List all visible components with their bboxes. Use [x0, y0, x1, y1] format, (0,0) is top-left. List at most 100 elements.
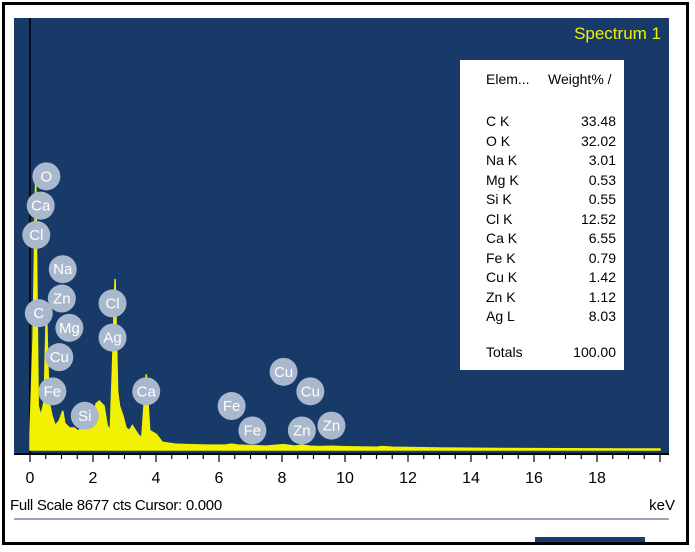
peak-label-text: Fe — [223, 398, 241, 415]
peak-label-badge — [238, 416, 267, 445]
status-divider — [14, 518, 669, 520]
peak-label-text: Ca — [31, 198, 51, 215]
peak-label-badge — [24, 299, 53, 328]
peak-label-badge — [38, 377, 67, 406]
peak-label: Mg — [55, 313, 84, 342]
x-tick-label: 12 — [399, 470, 417, 487]
peak-label-badge — [217, 392, 246, 421]
column-header-element: Elem... — [486, 71, 530, 87]
table-row: Cl K 12.52 — [460, 210, 624, 228]
x-tick-label: 6 — [215, 470, 224, 487]
peak-label-text: Fe — [244, 422, 262, 439]
peak-label: Cu — [269, 357, 298, 386]
x-tick-label: 2 — [89, 470, 98, 487]
peak-label-badge — [45, 343, 74, 372]
weight-percent-table: Elem... Weight% / C K 33.48 O K 32.02 Na K 3.… — [460, 60, 624, 370]
weight-percent-value: 33.48 — [580, 113, 616, 129]
table-header-row: Elem... Weight% / — [460, 70, 624, 88]
peak-label-text: O — [41, 168, 53, 185]
peak-label-badge — [269, 357, 298, 386]
peak-label: Cu — [296, 377, 325, 406]
peak-label-badge — [98, 289, 127, 318]
peak-label-text: Na — [53, 261, 73, 278]
peak-label-badge — [32, 162, 61, 191]
element-line-label: Cu K — [486, 269, 518, 285]
peak-label-text: Cl — [29, 227, 43, 244]
totals-value: 100.00 — [573, 344, 616, 360]
element-line-label: O K — [486, 132, 511, 149]
weight-percent-value: 6.55 — [588, 230, 616, 246]
peak-label: Fe — [217, 392, 246, 421]
weight-percent-value: 3.01 — [588, 152, 616, 168]
element-line-label: Zn K — [486, 288, 516, 305]
x-tick-label: 8 — [278, 470, 287, 487]
peak-label-text: Cu — [274, 364, 293, 381]
element-line-label: Mg K — [486, 171, 519, 188]
peak-label: Cu — [45, 343, 74, 372]
table-row: Ag L 8.03 — [460, 307, 624, 325]
peak-label-text: Ca — [137, 383, 157, 400]
peak-label: Zn — [287, 416, 316, 445]
x-tick-label: 18 — [588, 470, 606, 487]
peak-label: Ca — [26, 191, 55, 220]
peak-label: Cl — [98, 289, 127, 318]
full-scale-cursor-readout: Full Scale 8677 cts Cursor: 0.000 — [10, 497, 222, 514]
totals-row: Totals 100.00 — [460, 343, 624, 361]
peak-label-text: Fe — [44, 383, 62, 400]
element-line-label: Ca K — [486, 230, 518, 246]
peak-label: Ca — [132, 377, 161, 406]
weight-percent-value: 0.53 — [588, 171, 616, 188]
weight-percent-value: 0.79 — [588, 249, 616, 266]
peak-label-text: Cl — [105, 295, 119, 312]
peak-label-text: Cu — [301, 383, 320, 400]
table-row: C K 33.48 — [460, 112, 624, 130]
x-tick-label: 4 — [152, 470, 161, 487]
weight-percent-value: 0.55 — [588, 191, 616, 207]
weight-percent-value: 1.42 — [588, 269, 616, 285]
peak-label: Zn — [317, 411, 346, 440]
peak-label-text: Cu — [50, 349, 69, 366]
x-tick-label: 0 — [26, 470, 35, 487]
column-header-weight: Weight% / — [548, 71, 612, 87]
peak-label: Zn — [47, 284, 76, 313]
x-tick-label: 10 — [336, 470, 354, 487]
x-axis-unit: keV — [649, 497, 675, 514]
element-line-label: Fe K — [486, 249, 516, 266]
peak-label-badge — [287, 416, 316, 445]
weight-percent-value: 12.52 — [580, 210, 616, 227]
peak-label-badge — [317, 411, 346, 440]
totals-label: Totals — [486, 344, 523, 360]
peak-label: Si — [70, 401, 99, 430]
peak-label-text: Zn — [53, 291, 71, 308]
peak-label-badge — [296, 377, 325, 406]
table-row: Zn K 1.12 — [460, 288, 624, 306]
peak-label-badge — [132, 377, 161, 406]
table-row: Fe K 0.79 — [460, 249, 624, 267]
spectrum-plot-area[interactable]: O Ca Cl Na Zn C Mg Cl Ag Cu Fe Si Ca Fe Fe Cu Cu Zn Zn Spe… — [14, 18, 669, 453]
x-tick-label: 16 — [525, 470, 543, 487]
horizontal-scroll-thumb[interactable] — [535, 537, 645, 542]
x-tick-label: 14 — [462, 470, 480, 487]
peak-label-badge — [48, 255, 77, 284]
element-line-label: Ag L — [486, 308, 515, 324]
x-axis: 0 2 4 6 8 10 12 14 16 18 — [14, 453, 669, 487]
peak-label-badge — [55, 313, 84, 342]
peak-label: O — [32, 162, 61, 191]
weight-percent-value: 32.02 — [580, 132, 616, 149]
element-line-label: Cl K — [486, 210, 513, 227]
peak-label-badge — [98, 323, 127, 352]
weight-percent-value: 1.12 — [588, 288, 616, 305]
peak-label-text: Zn — [323, 418, 341, 435]
peak-label-text: Zn — [293, 422, 311, 439]
peak-label: Fe — [38, 377, 67, 406]
spectrum-title: Spectrum 1 — [574, 24, 661, 43]
element-line-label: Na K — [486, 152, 518, 168]
table-row: Ca K 6.55 — [460, 229, 624, 247]
peak-label-badge — [47, 284, 76, 313]
peak-label: Na — [48, 255, 77, 284]
peak-label-badge — [22, 220, 51, 249]
table-row: Si K 0.55 — [460, 190, 624, 208]
table-row: O K 32.02 — [460, 132, 624, 150]
table-row: Na K 3.01 — [460, 151, 624, 169]
